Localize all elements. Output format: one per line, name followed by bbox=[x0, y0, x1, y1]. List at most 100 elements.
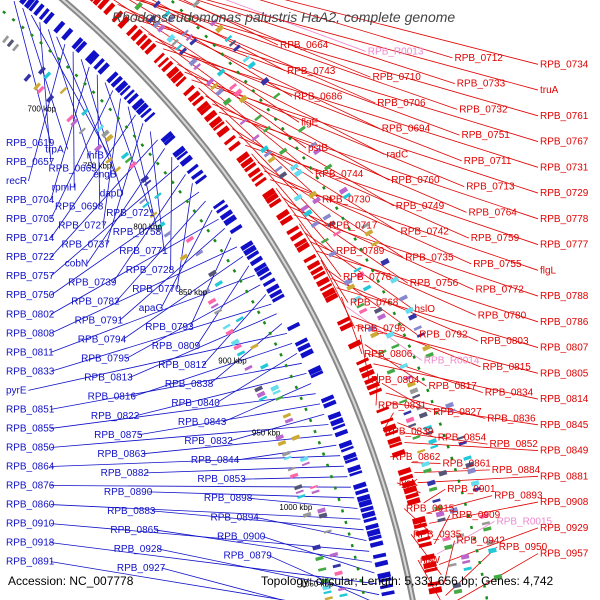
right-gene-labels: RPB_0664 RPB_R0013 RPB_0712 RPB_0734 RPB_074… bbox=[280, 40, 589, 566]
annotation-block bbox=[444, 544, 453, 551]
gene-label: RPB_0918 bbox=[6, 538, 55, 549]
gene-label: RPB_0844 bbox=[191, 455, 240, 466]
gene-label: RPB_0839 bbox=[385, 426, 434, 437]
forward-gene bbox=[421, 553, 436, 562]
gene-label: RPB_0786 bbox=[540, 317, 589, 328]
annotation-block bbox=[66, 114, 75, 123]
forward-gene bbox=[428, 586, 443, 595]
gene-label: RPB_0756 bbox=[410, 278, 459, 289]
leader-line bbox=[50, 504, 361, 520]
gene-label: RPB_0758 bbox=[113, 227, 162, 238]
reverse-gene bbox=[294, 337, 309, 347]
reverse-gene bbox=[194, 174, 208, 185]
leader-line bbox=[104, 82, 152, 213]
annotation-block bbox=[413, 325, 422, 332]
reverse-gene bbox=[360, 505, 374, 513]
annotation-block bbox=[191, 0, 201, 8]
annotation-block bbox=[423, 467, 432, 474]
forward-gene bbox=[406, 497, 421, 506]
annotation-block bbox=[301, 461, 310, 467]
annotation-block bbox=[43, 71, 52, 80]
gene-label: RPB_0737 bbox=[62, 240, 111, 251]
reverse-gene bbox=[144, 111, 156, 123]
annotation-block bbox=[260, 77, 270, 86]
annotation-block bbox=[275, 395, 284, 401]
leader-line bbox=[28, 43, 66, 182]
reverse-gene bbox=[271, 293, 285, 303]
gene-label: RPB_0742 bbox=[401, 227, 450, 238]
annotation-block bbox=[142, 201, 150, 209]
forward-gene bbox=[368, 387, 383, 396]
leader-line bbox=[105, 122, 144, 245]
leader-line bbox=[151, 0, 286, 72]
annotation-block bbox=[224, 34, 233, 43]
gene-label: RPB_0759 bbox=[471, 233, 520, 244]
annotation-block bbox=[458, 440, 467, 446]
gene-label: RPB_0853 bbox=[197, 474, 246, 485]
reverse-gene bbox=[377, 571, 392, 580]
annotation-block bbox=[399, 294, 409, 302]
gene-label: RPB_0852 bbox=[490, 439, 539, 450]
forward-gene bbox=[405, 491, 419, 500]
leader-line bbox=[238, 136, 469, 239]
forward-gene bbox=[126, 24, 138, 37]
map-title: Rhodopseudomonas palustris HaA2, complet… bbox=[112, 9, 456, 25]
gene-label: RPB_0882 bbox=[101, 468, 150, 479]
gene-label: RPB_0811 bbox=[6, 347, 54, 358]
annotation-block bbox=[147, 14, 156, 24]
annotation-block bbox=[59, 86, 68, 95]
annotation-block bbox=[466, 467, 476, 475]
forward-gene bbox=[412, 515, 427, 525]
annotation-block bbox=[154, 192, 162, 200]
gene-label: RPB_0794 bbox=[78, 335, 127, 346]
forward-gene bbox=[312, 270, 326, 280]
reverse-gene bbox=[93, 58, 105, 70]
annotation-block bbox=[244, 364, 253, 372]
annotation-block bbox=[339, 593, 348, 598]
annotation-block bbox=[338, 186, 349, 195]
reverse-gene bbox=[216, 203, 229, 214]
annotation-block bbox=[210, 302, 219, 309]
gene-label: RPB_0908 bbox=[540, 497, 589, 508]
forward-gene bbox=[279, 214, 294, 226]
leader-line bbox=[212, 103, 467, 213]
gene-label: RPB_0854 bbox=[438, 433, 487, 444]
forward-gene bbox=[135, 33, 148, 46]
annotation-block bbox=[157, 24, 166, 33]
annotation-block bbox=[370, 240, 380, 247]
reverse-gene bbox=[190, 169, 204, 181]
annotation-block bbox=[434, 504, 443, 511]
annotation-block bbox=[315, 555, 324, 562]
reverse-gene bbox=[84, 49, 98, 63]
gene-label: RPB_0780 bbox=[478, 310, 527, 321]
leader-line bbox=[364, 344, 427, 387]
leader-line bbox=[320, 259, 356, 329]
forward-gene bbox=[191, 95, 205, 107]
reverse-gene bbox=[340, 445, 354, 453]
leader-line bbox=[135, 373, 307, 417]
leader-line bbox=[151, 510, 364, 531]
forward-gene bbox=[366, 381, 380, 391]
gene-label: truA bbox=[540, 85, 559, 96]
gene-label: RPB_0717 bbox=[329, 220, 378, 231]
annotation-block bbox=[36, 85, 45, 94]
reverse-gene bbox=[229, 223, 243, 235]
leader-line bbox=[122, 255, 244, 340]
gene-label: RPB_0731 bbox=[540, 162, 589, 173]
annotation-block bbox=[152, 0, 161, 9]
annotation-block bbox=[373, 306, 383, 314]
gene-label: RPB_0760 bbox=[391, 175, 440, 186]
forward-gene bbox=[413, 522, 428, 530]
leader-line bbox=[170, 156, 173, 270]
annotation-block bbox=[267, 155, 277, 164]
annotation-block bbox=[308, 141, 318, 149]
gene-label: RPB_0713 bbox=[466, 182, 515, 193]
gene-label: RPB_0782 bbox=[71, 297, 120, 308]
annotation-block bbox=[407, 313, 418, 321]
annotation-block bbox=[328, 250, 337, 258]
leader-line bbox=[281, 196, 409, 284]
annotation-block bbox=[404, 374, 413, 381]
gene-label: RPB_0802 bbox=[6, 309, 55, 320]
leader-line bbox=[400, 432, 488, 445]
annotation-block bbox=[143, 179, 152, 187]
